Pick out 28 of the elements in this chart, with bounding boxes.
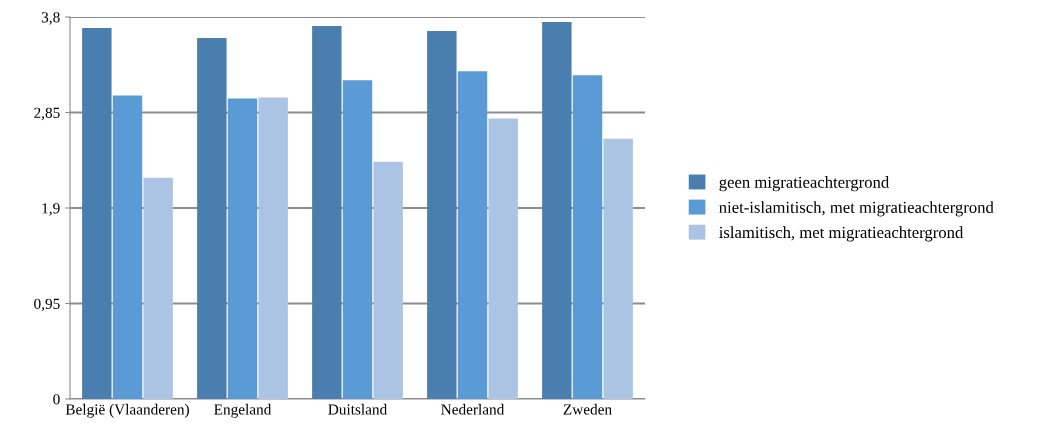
- bar: [542, 22, 572, 399]
- bar: [488, 118, 518, 399]
- bar: [427, 31, 457, 399]
- x-tick-label: Nederland: [441, 403, 505, 415]
- legend-label: niet-islamitisch, met migratieachtergrond: [719, 201, 994, 217]
- bar: [143, 177, 173, 399]
- y-tick-label: 2,85: [34, 107, 60, 121]
- y-tick-label: 3,8: [41, 12, 60, 25]
- bar: [227, 98, 258, 399]
- x-tick-label: Zweden: [563, 403, 612, 415]
- x-tick-label: België (Vlaanderen): [65, 403, 189, 418]
- x-tick-label: Duitsland: [328, 403, 388, 415]
- x-tick-label: Engeland: [214, 403, 272, 418]
- bar: [82, 28, 112, 399]
- y-tick-label: 0,95: [34, 298, 60, 312]
- legend-label: islamitisch, met migratieachtergrond: [719, 226, 964, 242]
- y-tick-label: 1,9: [42, 203, 60, 216]
- bar: [197, 38, 227, 399]
- bar: [572, 75, 603, 399]
- y-tick-label: 0: [53, 394, 60, 405]
- legend-label: geen migratieachtergrond: [719, 176, 890, 192]
- bar: [342, 80, 373, 399]
- bar: [603, 138, 633, 399]
- bar: [373, 161, 403, 399]
- bar: [112, 95, 143, 399]
- bar: [457, 71, 488, 399]
- bar: [258, 97, 288, 399]
- bar: [312, 26, 342, 399]
